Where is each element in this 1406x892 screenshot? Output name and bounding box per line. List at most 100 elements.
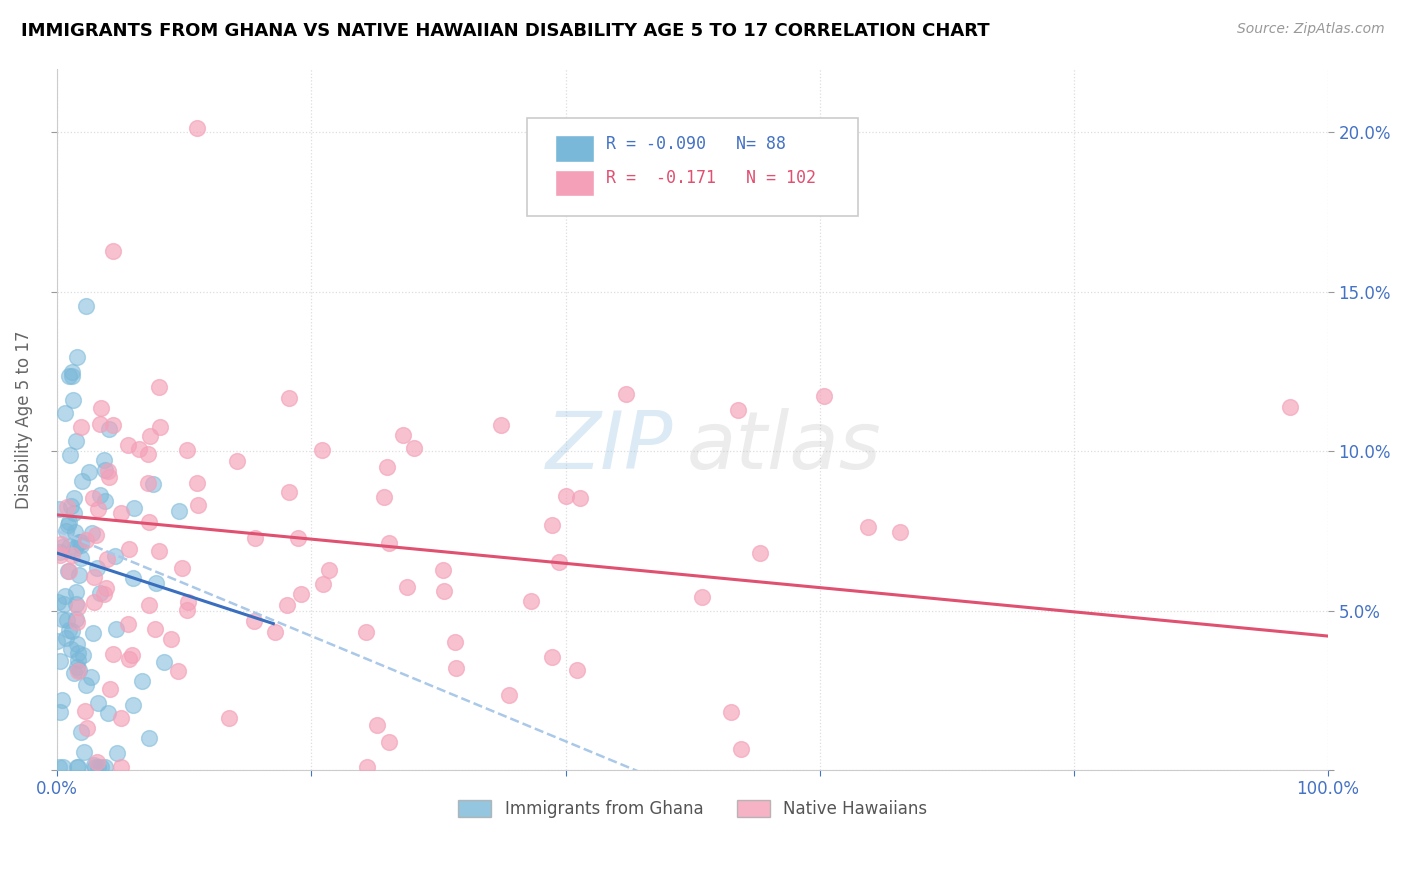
Point: [110, 760, 132, 774]
Point: [117, 616, 139, 631]
Point: [66, 646, 89, 660]
Point: [131, 673, 153, 688]
Point: [90, 401, 112, 415]
Point: [55, 632, 77, 646]
Point: [69, 551, 91, 566]
Point: [83, 570, 105, 584]
Point: [547, 555, 569, 569]
Point: [89, 417, 111, 431]
Point: [264, 625, 287, 640]
Point: [72, 648, 94, 662]
Point: [83, 758, 105, 772]
Point: [117, 438, 139, 452]
Point: [94, 494, 117, 508]
Point: [56, 500, 79, 514]
Point: [69, 419, 91, 434]
Point: [312, 577, 335, 591]
Point: [433, 584, 456, 599]
Legend: Immigrants from Ghana, Native Hawaiians: Immigrants from Ghana, Native Hawaiians: [451, 793, 934, 825]
Point: [49, 536, 72, 550]
Point: [143, 622, 166, 636]
Point: [142, 476, 165, 491]
Point: [218, 711, 240, 725]
Point: [82, 491, 104, 505]
Point: [98, 422, 121, 436]
Point: [48, 760, 70, 774]
Point: [520, 593, 543, 607]
Point: [75, 299, 97, 313]
Point: [48, 502, 70, 516]
Point: [138, 429, 160, 443]
Point: [60, 365, 83, 379]
Point: [65, 597, 87, 611]
Point: [243, 531, 266, 545]
Point: [70, 474, 93, 488]
Point: [82, 525, 104, 540]
Point: [730, 742, 752, 756]
Bar: [555, 169, 593, 196]
Point: [690, 590, 713, 604]
Point: [148, 379, 170, 393]
Point: [489, 418, 512, 433]
Point: [720, 705, 742, 719]
Point: [77, 465, 100, 479]
Point: [498, 688, 520, 702]
Point: [392, 428, 415, 442]
Text: ZIP: ZIP: [547, 409, 673, 486]
Point: [75, 533, 97, 547]
Point: [432, 562, 454, 576]
Point: [66, 637, 89, 651]
Point: [110, 710, 132, 724]
Point: [101, 647, 124, 661]
Point: [242, 614, 264, 628]
Point: [56, 517, 79, 532]
Point: [276, 599, 298, 613]
Point: [1278, 400, 1301, 414]
Point: [58, 564, 80, 578]
Point: [65, 612, 87, 626]
Point: [63, 507, 86, 521]
Point: [89, 488, 111, 502]
Point: [402, 441, 425, 455]
Point: [67, 760, 90, 774]
Point: [86, 755, 108, 769]
Point: [187, 498, 209, 512]
Point: [49, 548, 72, 562]
Point: [166, 664, 188, 678]
Point: [51, 540, 73, 554]
Point: [311, 442, 333, 457]
Point: [396, 580, 419, 594]
Point: [813, 389, 835, 403]
Point: [104, 623, 127, 637]
Point: [51, 612, 73, 626]
Point: [149, 419, 172, 434]
Point: [56, 613, 79, 627]
Point: [93, 462, 115, 476]
Point: [56, 564, 79, 578]
Point: [104, 549, 127, 564]
Text: R =  -0.171   N = 102: R = -0.171 N = 102: [606, 169, 817, 187]
Point: [138, 598, 160, 612]
Point: [66, 660, 89, 674]
Point: [136, 447, 159, 461]
Point: [373, 490, 395, 504]
Point: [138, 515, 160, 529]
Point: [62, 392, 84, 407]
Point: [186, 476, 208, 491]
Point: [614, 387, 637, 401]
Point: [53, 406, 76, 420]
Point: [48, 706, 70, 720]
Point: [89, 586, 111, 600]
Point: [443, 635, 465, 649]
Point: [51, 692, 73, 706]
Point: [70, 538, 93, 552]
Point: [136, 475, 159, 490]
Point: [52, 597, 75, 611]
FancyBboxPatch shape: [527, 118, 858, 216]
Point: [59, 448, 82, 462]
Point: [97, 706, 120, 721]
Point: [66, 653, 89, 667]
Text: Source: ZipAtlas.com: Source: ZipAtlas.com: [1237, 22, 1385, 37]
Point: [63, 525, 86, 540]
Point: [65, 434, 87, 448]
